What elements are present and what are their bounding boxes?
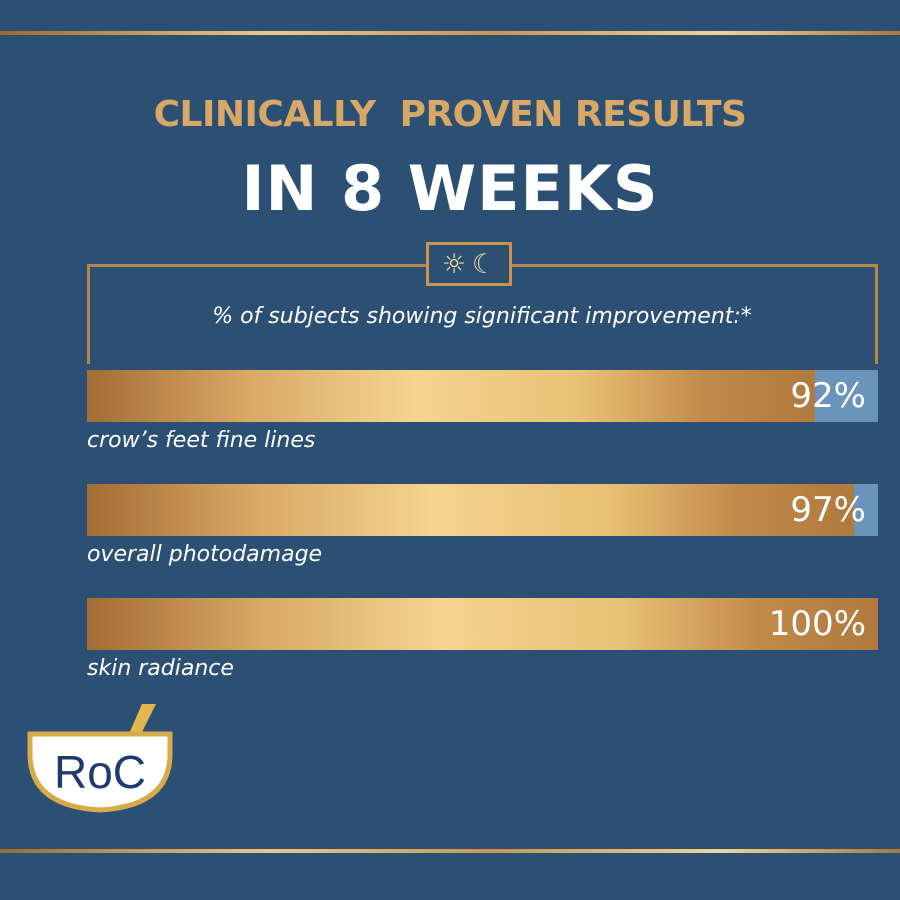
result-bar-track: 100% xyxy=(87,598,878,650)
result-bar-fill xyxy=(87,598,878,650)
result-percent: 97% xyxy=(790,490,866,530)
results-caption: % of subjects showing significant improv… xyxy=(212,304,752,329)
result-bar-track: 97% xyxy=(87,484,878,536)
result-percent: 100% xyxy=(768,604,866,644)
result-percent: 92% xyxy=(790,376,866,416)
day-night-badge: ☼ ☾ xyxy=(426,242,512,286)
result-label: crow’s feet fine lines xyxy=(87,428,316,453)
roc-logo: RoC xyxy=(27,704,173,813)
headline: CLINICALLY PROVEN RESULTS xyxy=(153,94,747,135)
bottom-gold-divider xyxy=(0,849,900,853)
top-gold-divider xyxy=(0,31,900,35)
moon-icon: ☾ xyxy=(472,248,497,280)
subheadline: IN 8 WEEKS xyxy=(241,152,659,225)
result-label: skin radiance xyxy=(87,656,234,681)
sun-icon: ☼ xyxy=(441,248,466,280)
logo-text: RoC xyxy=(54,746,146,798)
result-label: overall photodamage xyxy=(87,542,323,567)
result-bar-fill xyxy=(87,370,815,422)
result-bar-fill xyxy=(87,484,855,536)
result-bar-track: 92% xyxy=(87,370,878,422)
